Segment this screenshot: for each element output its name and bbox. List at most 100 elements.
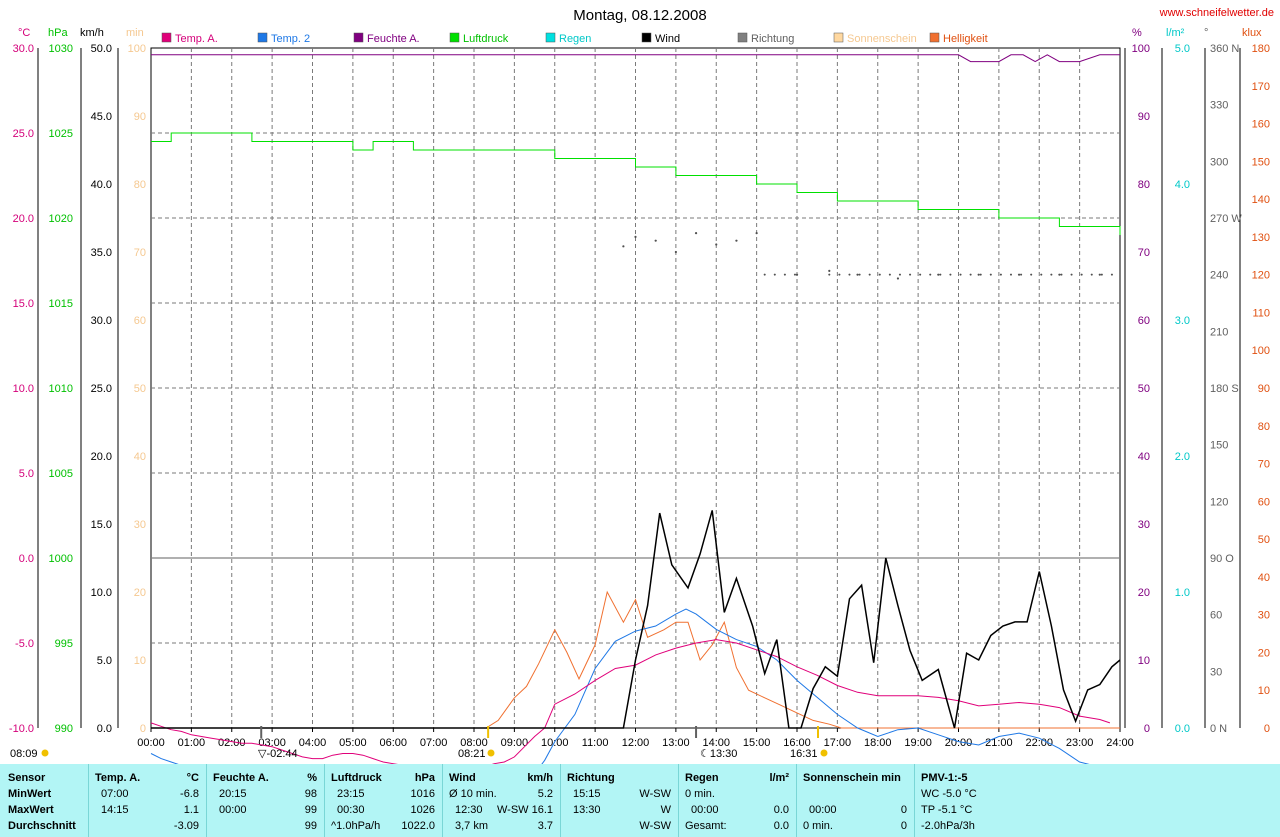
wind-direction-point xyxy=(1030,273,1033,276)
tick-label-hour: 07:00 xyxy=(420,737,448,749)
chart-title: Montag, 08.12.2008 xyxy=(573,7,706,24)
wind-direction-point xyxy=(979,273,982,276)
axis-unit: % xyxy=(1132,27,1142,39)
col-rain: Regen l/m² 0 min. 00:00 0.0 Gesamt: 0.0 xyxy=(678,764,797,837)
max-value: 0.0 xyxy=(773,804,789,816)
tick-label-temp: 10.0 xyxy=(13,383,34,395)
tick-label-klux: 90 xyxy=(1258,383,1270,395)
legend-swatch xyxy=(737,32,748,43)
legend-swatch xyxy=(833,32,844,43)
wind-direction-point xyxy=(1070,273,1073,276)
total-label: Gesamt: xyxy=(685,820,727,832)
wind-direction-point xyxy=(1009,273,1012,276)
max-time: 12:30 xyxy=(455,804,483,816)
axis-unit: km/h xyxy=(80,27,104,39)
col-direction: Richtung 15:15 W-SW 13:30 W W-SW xyxy=(560,764,679,837)
right-axes: 10090807060504030201005.04.03.02.01.00.0… xyxy=(1132,43,1270,735)
axis-unit: hPa xyxy=(48,27,68,39)
tick-label-pct: 50 xyxy=(1138,383,1150,395)
col-unit: l/m² xyxy=(769,772,789,784)
tick-label-klux: 30 xyxy=(1258,610,1270,622)
avg-value: 3.7 xyxy=(537,820,553,832)
col-labels: Sensor MinWert MaxWert Durchschnitt xyxy=(0,764,88,837)
legend-swatch xyxy=(449,32,460,43)
tick-label-min: 10 xyxy=(134,655,146,667)
series-line-temp-a- xyxy=(150,639,1111,764)
wind-direction-point xyxy=(1100,273,1103,276)
min-value: 98 xyxy=(304,788,317,800)
wind-direction-point xyxy=(969,273,972,276)
wind-direction-point xyxy=(1017,273,1021,276)
wind-direction-point xyxy=(989,273,992,276)
wind-direction-point xyxy=(888,273,891,276)
legend-label: Richtung xyxy=(751,33,794,45)
wind-direction-point xyxy=(937,273,940,276)
tick-label-min: 80 xyxy=(134,179,146,191)
wind-direction-point xyxy=(959,273,962,276)
tick-label-klux: 70 xyxy=(1258,459,1270,471)
tick-label-klux: 110 xyxy=(1252,307,1270,319)
tick-label-pct: 20 xyxy=(1138,587,1150,599)
col-header: Feuchte A. xyxy=(213,772,269,784)
wind-direction-point xyxy=(838,273,841,276)
tick-label-deg: 270 W xyxy=(1210,213,1242,225)
tick-label-rain: 5.0 xyxy=(1175,43,1190,55)
wind-direction-point xyxy=(878,273,881,276)
row-label-sensor: Sensor xyxy=(8,772,46,784)
wind-direction-point xyxy=(783,273,786,276)
tick-label-rain: 4.0 xyxy=(1175,179,1190,191)
tick-label-hpa: 1010 xyxy=(49,383,73,395)
legend-label: Sonnenschein xyxy=(847,33,917,45)
min-time: 23:15 xyxy=(337,788,365,800)
legend-label: Feuchte A. xyxy=(367,33,420,45)
tick-label-klux: 130 xyxy=(1252,232,1270,244)
wind-direction-point xyxy=(868,273,871,276)
tick-label-hour: 10:00 xyxy=(541,737,569,749)
series-line-wind xyxy=(151,510,1121,729)
legend-swatch xyxy=(929,32,940,43)
tick-label-deg: 180 S xyxy=(1210,383,1239,395)
wind-direction-point xyxy=(1110,273,1113,276)
axis-unit: klux xyxy=(1242,27,1262,39)
avg-trend: ^1.0hPa/h xyxy=(331,820,381,832)
tick-label-hour: 23:00 xyxy=(1066,737,1094,749)
tick-label-min: 20 xyxy=(134,587,146,599)
tick-label-temp: -5.0 xyxy=(15,638,34,650)
max-time: 00:00 xyxy=(691,804,719,816)
col-header: Regen xyxy=(685,772,719,784)
col-unit: °C xyxy=(186,772,199,784)
col-header: Temp. A. xyxy=(95,772,141,784)
tick-label-pct: 80 xyxy=(1138,179,1150,191)
event-time: ▽-02:44 xyxy=(258,748,298,760)
tick-label-kmh: 50.0 xyxy=(91,43,112,55)
max-time: 00:00 xyxy=(809,804,837,816)
wind-direction-point xyxy=(939,273,942,276)
axis-unit-labels: °C hPa km/h min% l/m² ° klux xyxy=(18,27,1262,39)
sunrise-time: 08:09 xyxy=(10,748,38,760)
tick-label-klux: 0 xyxy=(1264,723,1270,735)
wind-direction-point xyxy=(1060,273,1063,276)
min-time: 15:15 xyxy=(573,788,601,800)
tick-label-hour: 15:00 xyxy=(743,737,771,749)
tick-label-deg: 300 xyxy=(1210,156,1228,168)
tick-label-hour: 08:00 xyxy=(460,737,488,749)
col-temp: Temp. A. °C 07:00 -6.8 14:15 1.1 -3.09 xyxy=(88,764,207,837)
total-value: 0.0 xyxy=(773,820,789,832)
max-time: 00:30 xyxy=(337,804,365,816)
row-label-min: MinWert xyxy=(8,788,52,800)
site-url[interactable]: www.schneifelwetter.de xyxy=(1159,7,1274,19)
wind-direction-point xyxy=(1050,273,1053,276)
tick-label-min: 50 xyxy=(134,383,146,395)
legend-label: Regen xyxy=(559,33,591,45)
tick-label-rain: 3.0 xyxy=(1175,315,1190,327)
wind-direction-point xyxy=(793,273,796,276)
tick-label-hpa: 1025 xyxy=(49,128,73,140)
total-label: 0 min. xyxy=(803,820,833,832)
max-value: 1026 xyxy=(410,804,435,816)
legend-swatch xyxy=(257,32,268,43)
tick-label-klux: 10 xyxy=(1258,685,1270,697)
tick-label-min: 100 xyxy=(128,43,146,55)
max-value: 0 xyxy=(900,804,907,816)
wind-chill: WC -5.0 °C xyxy=(921,788,977,800)
wind-direction-point xyxy=(1090,273,1093,276)
